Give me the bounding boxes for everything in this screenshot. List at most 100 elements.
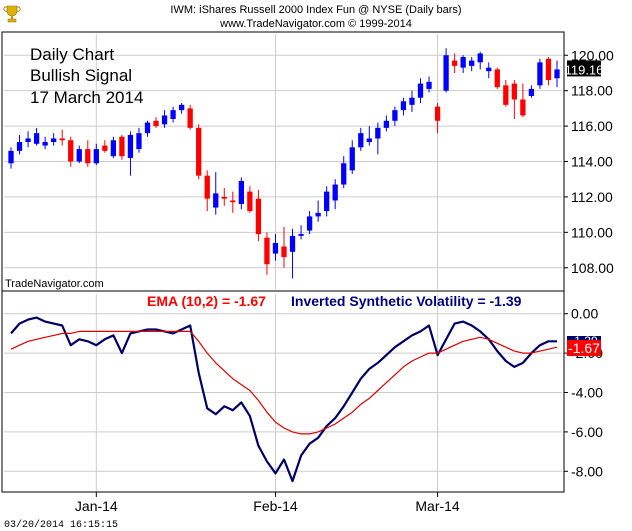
ema-line [10,330,558,435]
candle-body [187,108,193,128]
candle-body [264,237,270,265]
candle [281,227,287,268]
candle [213,172,219,215]
candle [196,124,202,180]
candle-body [426,81,432,89]
candle-body [196,127,202,176]
indicator-tick-label: 0.00 [571,306,598,322]
candle-body [324,191,330,212]
candle [503,80,509,107]
candle [153,117,159,128]
candle-body [255,198,262,235]
candle [33,127,40,146]
candle-body [204,175,210,199]
candle [375,122,381,155]
isv-line [10,316,557,483]
candle [127,131,134,176]
candle-body [366,138,372,143]
candle-body [400,101,407,111]
candle [170,106,176,123]
candle [400,97,407,116]
candle [511,80,517,119]
annotation-line-1: Daily Chart [30,45,114,64]
candle [349,140,355,174]
candle [178,103,185,114]
candle-body [51,138,57,143]
candle-body [76,149,82,162]
candle-body [511,83,517,100]
candle-body [503,85,509,105]
candle-body [417,83,424,98]
candle [341,156,347,189]
candle [85,140,91,167]
candle [520,83,526,118]
candle [221,188,227,206]
candle [119,134,125,160]
candle-body [434,106,441,121]
candle-body [332,184,338,201]
candle-body [102,145,108,151]
candle-body [358,133,364,148]
candle-body [315,212,321,217]
candle-body [298,234,304,236]
date-axis: Jan-14 Feb-14 Mar-14 [75,492,460,514]
candle-body [545,58,552,81]
candle-body [281,246,287,258]
price-tick-label: 114.00 [571,154,613,170]
candle-body [383,120,390,128]
candle [230,191,236,213]
candle [59,129,65,146]
date-tick-label: Mar-14 [415,498,460,514]
chart-header-title: IWM: iShares Russell 2000 Index Fun @ NY… [170,4,461,16]
indicator-tick-label: -6.00 [571,424,603,440]
candle-body [392,110,398,121]
candle [443,48,449,93]
candle-body [213,193,219,208]
candle [332,179,338,210]
candle-body [247,191,253,212]
candle-body [469,60,475,66]
candle [315,200,321,222]
candle-body [33,133,40,144]
candle [298,225,304,240]
candle [358,127,364,151]
last-price-value: 119.16 [565,62,604,77]
price-tick-label: 116.00 [571,118,613,134]
candlestick-series [8,48,560,279]
candle-body [59,138,65,141]
candle [426,76,432,93]
candle [289,228,296,279]
trade-navigator-logo [3,5,21,23]
candle [486,62,492,79]
candle-body [110,140,117,157]
candle [187,104,193,130]
annotation-line-2: Bullish Signal [30,66,132,85]
candle [136,127,142,153]
candle-body [520,99,526,116]
candle-body [289,235,296,252]
candle [451,53,458,73]
candle [383,115,390,132]
candle-body [178,104,185,111]
candle [477,51,483,70]
candle [528,85,535,98]
candle [42,136,48,150]
candle [255,189,262,242]
candle-body [144,122,151,134]
price-tick-label: 112.00 [571,189,613,205]
candle-body [221,196,227,199]
candle-body [85,149,91,164]
candle [110,136,117,158]
candle-body [238,180,244,204]
candle-body [119,136,125,157]
chart-header-copyright: www.TradeNavigator.com © 1999-2014 [219,18,412,30]
annotation-line-3: 17 March 2014 [30,88,143,107]
date-tick-label: Feb-14 [253,498,298,514]
candle-body [170,110,176,119]
candle [93,143,99,166]
candle [545,57,552,86]
candle [76,145,82,164]
candle [324,186,330,217]
candle [272,234,279,261]
candle [366,126,372,146]
